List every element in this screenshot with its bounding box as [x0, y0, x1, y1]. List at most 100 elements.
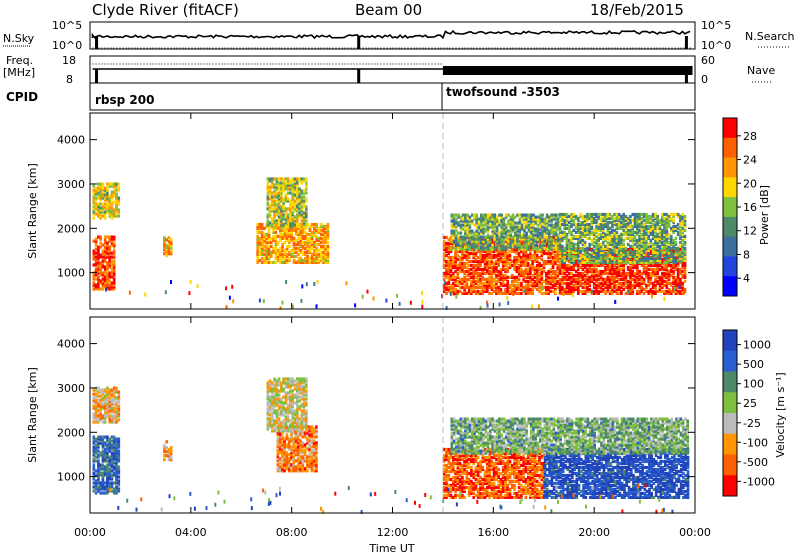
heatmap-cell	[549, 283, 553, 287]
heatmap-cell	[292, 242, 296, 246]
heatmap-cell	[499, 275, 503, 279]
heatmap-cell	[642, 226, 646, 230]
heatmap-cell	[452, 265, 455, 270]
heatmap-cell	[467, 267, 471, 272]
heatmap-cell	[536, 237, 540, 241]
heatmap-cell	[92, 255, 96, 259]
heatmap-cell	[99, 241, 102, 245]
heatmap-cell	[280, 193, 283, 197]
heatmap-cell	[613, 244, 616, 248]
heatmap-cell	[256, 256, 259, 260]
heatmap-cell	[570, 238, 573, 242]
heatmap-cell	[476, 271, 480, 276]
heatmap-cell	[661, 216, 664, 221]
heatmap-cell	[654, 228, 657, 232]
heatmap-cell	[92, 477, 96, 481]
heatmap-cell	[583, 250, 587, 254]
heatmap-cell	[482, 247, 485, 251]
heatmap-cell	[319, 252, 323, 256]
heatmap-cell	[513, 277, 516, 281]
heatmap-cell	[482, 235, 485, 239]
heatmap-cell	[443, 280, 446, 285]
heatmap-cell	[535, 269, 539, 274]
heatmap-cell	[279, 258, 282, 262]
heatmap-cell	[468, 233, 472, 237]
heatmap-cell	[473, 223, 476, 227]
heatmap-cell	[631, 271, 635, 276]
heatmap-cell	[568, 281, 571, 285]
heatmap-cell	[515, 285, 519, 289]
heatmap-cell	[520, 259, 523, 264]
heatmap-cell	[467, 291, 471, 295]
heatmap-cell	[674, 265, 678, 270]
heatmap-cell	[495, 267, 498, 272]
heatmap-cell	[622, 260, 625, 264]
heatmap-cell	[464, 215, 467, 219]
heatmap-cell	[456, 291, 460, 295]
heatmap-cell	[548, 231, 551, 235]
heatmap-cell	[604, 244, 607, 248]
heatmap-cell	[481, 269, 485, 274]
heatmap-cell	[565, 212, 569, 217]
heatmap-cell	[529, 257, 532, 262]
heatmap-cell	[279, 246, 282, 250]
heatmap-cell	[656, 263, 659, 268]
heatmap-cell	[112, 194, 116, 198]
heatmap-cell	[545, 247, 549, 251]
heatmap-cell	[532, 243, 535, 247]
heatmap-cell	[681, 238, 684, 242]
heatmap-cell	[302, 179, 306, 183]
heatmap-cell	[265, 258, 268, 262]
heatmap-cell	[602, 250, 605, 254]
heatmap-cell	[624, 291, 628, 295]
heatmap-cell	[629, 224, 632, 229]
heatmap-cell	[556, 249, 559, 254]
heatmap-cell	[92, 463, 96, 467]
heatmap-cell	[458, 267, 462, 272]
heatmap-cell	[640, 279, 644, 283]
heatmap-cell	[490, 273, 494, 278]
heatmap-cell	[531, 267, 534, 272]
heatmap-cell	[319, 240, 323, 244]
heatmap-cell	[455, 229, 458, 233]
heatmap-cell	[477, 235, 481, 239]
heatmap-cell	[508, 263, 512, 268]
heatmap-cell	[647, 242, 650, 246]
heatmap-cell	[461, 235, 465, 239]
heatmap-cell	[629, 254, 632, 258]
heatmap-cell	[534, 229, 537, 233]
heatmap-cell	[602, 254, 605, 258]
heatmap-cell	[301, 236, 305, 240]
heatmap-cell	[570, 265, 573, 270]
heatmap-cell	[583, 252, 587, 256]
heatmap-cell	[570, 212, 573, 217]
heatmap-cell	[577, 260, 580, 264]
heatmap-cell	[549, 267, 553, 272]
heatmap-cell	[112, 237, 116, 241]
heatmap-cell	[94, 190, 98, 194]
heatmap-cell	[299, 240, 303, 244]
heatmap-cell	[285, 234, 289, 238]
heatmap-cell	[658, 240, 662, 244]
heatmap-cell	[592, 273, 596, 278]
heatmap-cell	[640, 236, 644, 240]
heatmap-cell	[633, 285, 637, 289]
heatmap-cell	[565, 248, 569, 252]
heatmap-cell	[490, 265, 494, 270]
heatmap-cell	[465, 253, 469, 258]
heatmap-cell	[507, 229, 510, 233]
heatmap-cell	[572, 283, 576, 287]
heatmap-cell	[285, 260, 289, 264]
heatmap-cell	[108, 249, 111, 253]
heatmap-cell	[654, 258, 657, 262]
heatmap-cell	[279, 254, 282, 258]
heatmap-cell	[617, 236, 621, 240]
heatmap-cell	[304, 246, 307, 250]
heatmap-cell	[517, 251, 521, 256]
heatmap-cell	[112, 271, 116, 275]
heatmap-cell	[590, 230, 594, 234]
heatmap-cell	[536, 233, 540, 237]
heatmap-cell	[620, 252, 623, 256]
heatmap-cell	[631, 283, 635, 287]
heatmap-cell	[581, 256, 585, 260]
